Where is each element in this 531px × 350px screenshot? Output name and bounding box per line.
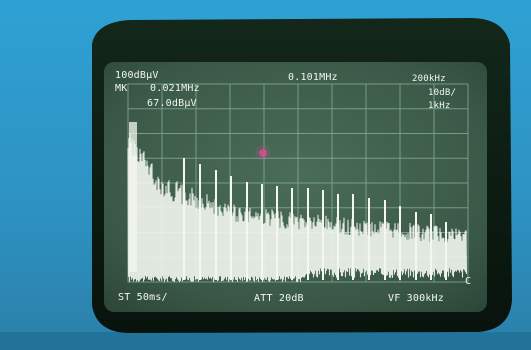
spectrum-trace	[127, 122, 468, 283]
bottom-edge	[0, 332, 531, 350]
trace-cluster	[129, 122, 137, 272]
video-filter: VF 300kHz	[388, 293, 444, 304]
attenuation: ATT 20dB	[254, 293, 304, 304]
scale-value: 10dB/	[428, 88, 456, 98]
marker-level: 67.0dBμV	[147, 98, 197, 109]
marker-frequency: 0.021MHz	[150, 83, 200, 94]
marker-glow	[255, 145, 271, 161]
marker-label: MK	[115, 83, 127, 94]
sweep-time: ST 50ms/	[118, 292, 168, 303]
span-value: 200kHz	[412, 74, 446, 84]
marker-dot	[259, 149, 267, 157]
rbw-value: 1kHz	[428, 101, 450, 111]
reference-level: 100dBμV	[115, 70, 159, 81]
center-frequency: 0.101MHz	[288, 72, 338, 83]
corner-mark: C	[465, 276, 471, 287]
